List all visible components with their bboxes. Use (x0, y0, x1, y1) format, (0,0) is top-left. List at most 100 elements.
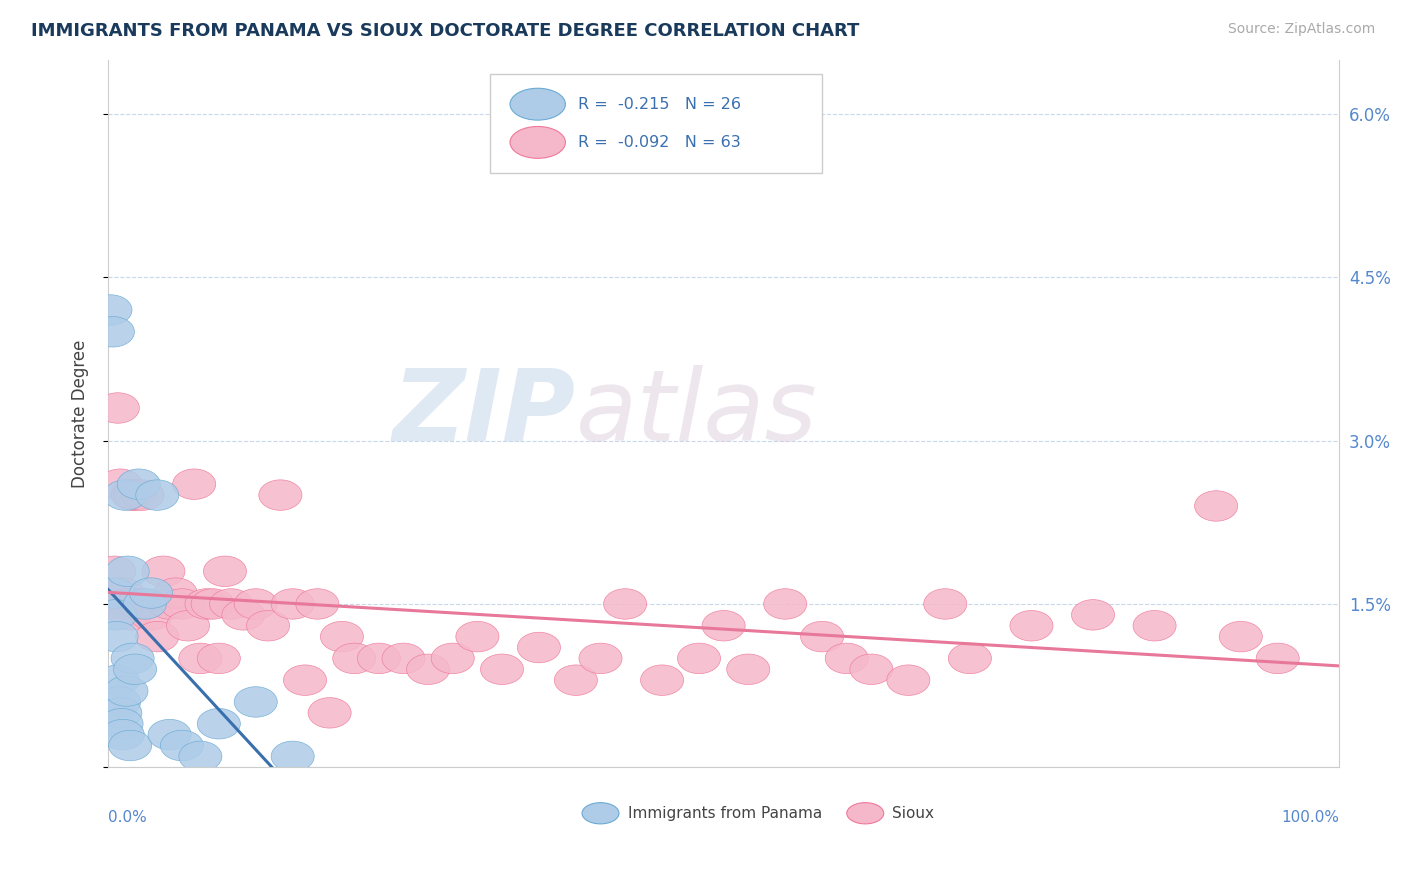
Ellipse shape (160, 589, 204, 619)
Ellipse shape (148, 719, 191, 750)
Ellipse shape (108, 731, 152, 761)
Ellipse shape (142, 556, 186, 587)
Ellipse shape (204, 556, 246, 587)
Ellipse shape (93, 556, 136, 587)
Ellipse shape (1133, 610, 1177, 641)
Ellipse shape (136, 622, 179, 652)
Ellipse shape (191, 589, 235, 619)
Ellipse shape (97, 687, 141, 717)
Ellipse shape (603, 589, 647, 619)
Ellipse shape (111, 480, 155, 510)
Ellipse shape (94, 599, 136, 630)
Ellipse shape (100, 708, 143, 739)
Text: R =  -0.092   N = 63: R = -0.092 N = 63 (578, 135, 741, 150)
Ellipse shape (105, 676, 148, 706)
Ellipse shape (91, 317, 135, 347)
Ellipse shape (114, 654, 156, 684)
Ellipse shape (235, 687, 277, 717)
Ellipse shape (924, 589, 967, 619)
Ellipse shape (271, 741, 314, 772)
Text: 100.0%: 100.0% (1281, 810, 1340, 825)
Ellipse shape (246, 610, 290, 641)
Text: Sioux: Sioux (893, 805, 935, 821)
Text: R =  -0.215   N = 26: R = -0.215 N = 26 (578, 96, 741, 112)
Text: IMMIGRANTS FROM PANAMA VS SIOUX DOCTORATE DEGREE CORRELATION CHART: IMMIGRANTS FROM PANAMA VS SIOUX DOCTORAT… (31, 22, 859, 40)
Ellipse shape (98, 469, 142, 500)
Ellipse shape (295, 589, 339, 619)
Ellipse shape (114, 480, 156, 510)
FancyBboxPatch shape (489, 74, 823, 173)
Ellipse shape (948, 643, 991, 673)
Ellipse shape (1195, 491, 1237, 521)
Ellipse shape (800, 622, 844, 652)
Ellipse shape (727, 654, 770, 684)
Ellipse shape (166, 610, 209, 641)
Ellipse shape (641, 665, 683, 696)
Ellipse shape (456, 622, 499, 652)
Ellipse shape (284, 665, 326, 696)
Ellipse shape (155, 578, 197, 608)
Ellipse shape (1010, 610, 1053, 641)
Ellipse shape (554, 665, 598, 696)
Ellipse shape (510, 127, 565, 158)
Ellipse shape (235, 589, 277, 619)
Ellipse shape (197, 643, 240, 673)
Ellipse shape (148, 589, 191, 619)
Ellipse shape (108, 599, 152, 630)
Ellipse shape (96, 665, 139, 696)
Ellipse shape (111, 643, 155, 673)
Ellipse shape (105, 589, 148, 619)
Ellipse shape (136, 480, 179, 510)
Ellipse shape (96, 392, 139, 423)
Ellipse shape (1071, 599, 1115, 630)
Ellipse shape (105, 556, 149, 587)
Ellipse shape (96, 622, 138, 652)
Ellipse shape (129, 599, 173, 630)
Ellipse shape (481, 654, 523, 684)
Ellipse shape (678, 643, 720, 673)
Ellipse shape (117, 589, 160, 619)
Ellipse shape (1256, 643, 1299, 673)
Ellipse shape (308, 698, 352, 728)
Ellipse shape (124, 589, 166, 619)
Ellipse shape (702, 610, 745, 641)
Ellipse shape (849, 654, 893, 684)
Ellipse shape (124, 589, 166, 619)
Ellipse shape (129, 578, 173, 608)
Ellipse shape (173, 469, 215, 500)
Text: ZIP: ZIP (392, 365, 576, 462)
Ellipse shape (321, 622, 364, 652)
Ellipse shape (357, 643, 401, 673)
Ellipse shape (333, 643, 375, 673)
Ellipse shape (222, 599, 264, 630)
Ellipse shape (93, 578, 136, 608)
Text: atlas: atlas (576, 365, 817, 462)
Ellipse shape (825, 643, 869, 673)
Text: 0.0%: 0.0% (108, 810, 146, 825)
Ellipse shape (579, 643, 621, 673)
Ellipse shape (209, 589, 253, 619)
Ellipse shape (186, 589, 228, 619)
Ellipse shape (179, 643, 222, 673)
Ellipse shape (432, 643, 474, 673)
Ellipse shape (89, 294, 132, 326)
Ellipse shape (271, 589, 314, 619)
Text: Source: ZipAtlas.com: Source: ZipAtlas.com (1227, 22, 1375, 37)
Ellipse shape (763, 589, 807, 619)
Ellipse shape (382, 643, 425, 673)
Ellipse shape (887, 665, 929, 696)
Ellipse shape (101, 719, 145, 750)
Ellipse shape (406, 654, 450, 684)
Ellipse shape (259, 480, 302, 510)
Ellipse shape (179, 741, 222, 772)
Ellipse shape (197, 708, 240, 739)
Ellipse shape (98, 698, 142, 728)
Ellipse shape (101, 578, 145, 608)
Ellipse shape (117, 469, 160, 500)
Ellipse shape (510, 88, 565, 120)
Ellipse shape (104, 480, 146, 510)
Ellipse shape (517, 632, 561, 663)
Ellipse shape (121, 480, 165, 510)
Y-axis label: Doctorate Degree: Doctorate Degree (72, 339, 89, 488)
Text: Immigrants from Panama: Immigrants from Panama (627, 805, 823, 821)
